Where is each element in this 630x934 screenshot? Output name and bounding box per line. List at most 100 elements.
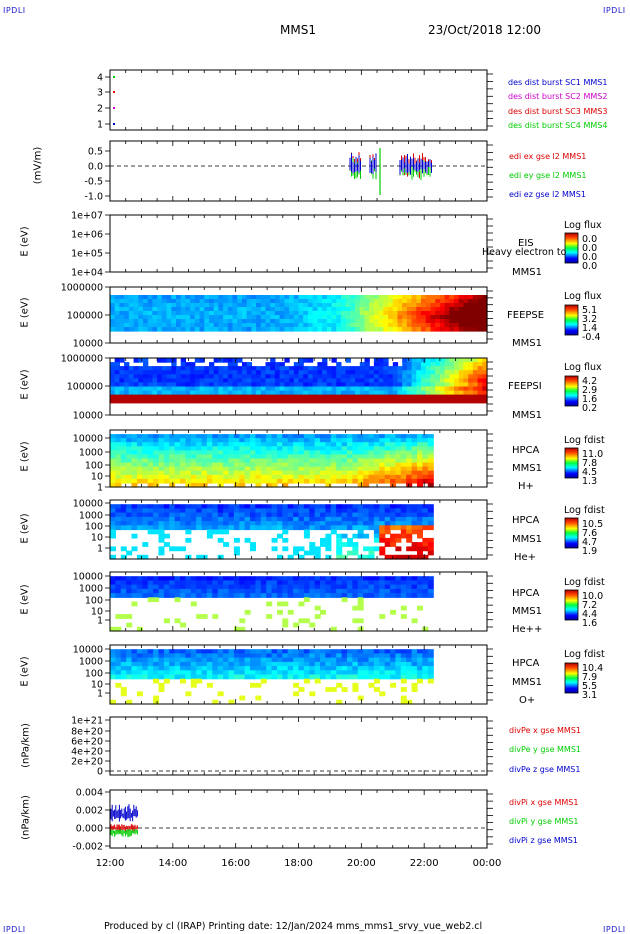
spectrogram-cell	[260, 370, 267, 375]
spectrogram-cell	[256, 378, 262, 384]
spectrogram-cell	[282, 450, 289, 456]
spectrogram-cell	[260, 666, 267, 671]
spectrogram-cell	[373, 584, 380, 590]
spectrogram-cell	[397, 319, 403, 324]
spectrogram-cell	[142, 466, 149, 472]
legend-divpe-z: divPe z gse MMS1	[509, 765, 581, 774]
spectrogram-cell	[199, 378, 205, 384]
spectrogram-cell	[322, 386, 328, 392]
spectrogram-cell	[239, 525, 246, 531]
spectrogram-cell	[217, 470, 224, 476]
spectrogram-cell	[244, 537, 251, 543]
spectrogram-cell	[352, 466, 359, 472]
spectrogram-cell	[364, 374, 370, 379]
spectrogram-cell	[223, 358, 229, 363]
spectrogram-cell	[298, 588, 305, 594]
spectrogram-cell	[330, 504, 337, 509]
spectrogram-cell	[239, 508, 246, 514]
spectrogram-cell	[233, 466, 240, 472]
spectrogram-cell	[425, 366, 431, 371]
spectrogram-cell	[271, 576, 278, 581]
spectrogram-cell	[246, 303, 252, 308]
spectrogram-cell	[131, 580, 138, 586]
spectrogram-cell	[417, 470, 423, 476]
spectrogram-cell	[284, 319, 290, 324]
spectrogram-cell	[384, 442, 391, 447]
spectrogram-cell	[196, 516, 203, 522]
spectrogram-cell	[250, 516, 256, 522]
spectrogram-cell	[298, 442, 305, 447]
spectrogram-cell	[347, 584, 353, 590]
spectrogram-cell	[378, 394, 384, 400]
spectrogram-cell	[390, 454, 397, 460]
spectrogram-cell	[373, 466, 380, 472]
spectrogram-cell	[212, 699, 219, 705]
y-tick-label: 2	[97, 104, 103, 115]
spectrogram-cell	[345, 370, 351, 375]
spectrogram-cell	[309, 474, 316, 480]
spectrogram-cell	[392, 362, 399, 367]
spectrogram-cell	[449, 366, 455, 371]
spectrogram-cell	[131, 576, 138, 581]
spectrogram-cell	[143, 299, 149, 304]
spectrogram-cell	[126, 504, 133, 509]
x-tick-label: 12:00	[96, 858, 125, 869]
spectrogram-cell	[180, 307, 186, 312]
spectrogram-cell	[379, 593, 386, 598]
spectrogram-cell	[352, 434, 359, 439]
spectrogram-cell	[427, 580, 434, 586]
spectrogram-cell	[435, 295, 441, 300]
spectrogram-cell	[270, 398, 276, 404]
spectrogram-cell	[384, 450, 391, 456]
spectrogram-cell	[359, 319, 366, 324]
spectrogram-cell	[136, 474, 143, 480]
spectrogram-cell	[303, 584, 310, 590]
spectrogram-cell	[143, 358, 149, 363]
spectrogram-cell	[196, 521, 203, 526]
spectrogram-cell	[406, 657, 413, 663]
spectrogram-cell	[368, 504, 375, 509]
spectrogram-cell	[158, 653, 165, 659]
spectrogram-cell	[213, 303, 219, 308]
spectrogram-cell	[128, 319, 135, 324]
spectrogram-cell	[340, 319, 347, 324]
spectrogram-cell	[341, 446, 348, 451]
spectrogram-cell	[147, 295, 153, 300]
spectrogram-cell	[468, 394, 474, 400]
spectrogram-cell	[395, 525, 402, 531]
spectrogram-cell	[271, 521, 278, 526]
spectrogram-cell	[223, 521, 230, 526]
spectrogram-cell	[246, 374, 252, 379]
spectrogram-cell	[430, 311, 436, 316]
spectrogram-cell	[206, 521, 213, 526]
spectrogram-cell	[213, 327, 219, 332]
spectrogram-cell	[217, 462, 224, 468]
spectrogram-cell	[320, 576, 326, 581]
spectrogram-cell	[232, 299, 238, 304]
spectrogram-cell	[364, 299, 370, 304]
spectrogram-cell	[163, 458, 170, 464]
spectrogram-cell	[341, 661, 348, 667]
spectrogram-cell	[206, 478, 213, 484]
spectrogram-cell	[158, 584, 165, 590]
spectrogram-cell	[277, 580, 283, 586]
spectrogram-cell	[176, 323, 182, 328]
spectrogram-cell	[163, 508, 170, 514]
spectrogram-cell	[298, 478, 305, 484]
spectrogram-cell	[363, 554, 370, 560]
spectrogram-cell	[206, 434, 213, 439]
spectrogram-cell	[161, 303, 168, 308]
spectrogram-cell	[223, 370, 229, 375]
spectrogram-cell	[379, 576, 386, 581]
spectrogram-cell	[250, 470, 256, 476]
spectrogram-cell	[340, 295, 347, 300]
spectrogram-cell	[270, 374, 276, 379]
spectrogram-cell	[347, 588, 353, 594]
spectrogram-cell	[330, 584, 337, 590]
spectrogram-cell	[390, 462, 397, 468]
spectrogram-cell	[147, 462, 154, 468]
spectrogram-cell	[368, 682, 375, 688]
spectrogram-cell	[430, 374, 436, 379]
spectrogram-cell	[250, 580, 256, 586]
spectrogram-cell	[400, 614, 407, 619]
